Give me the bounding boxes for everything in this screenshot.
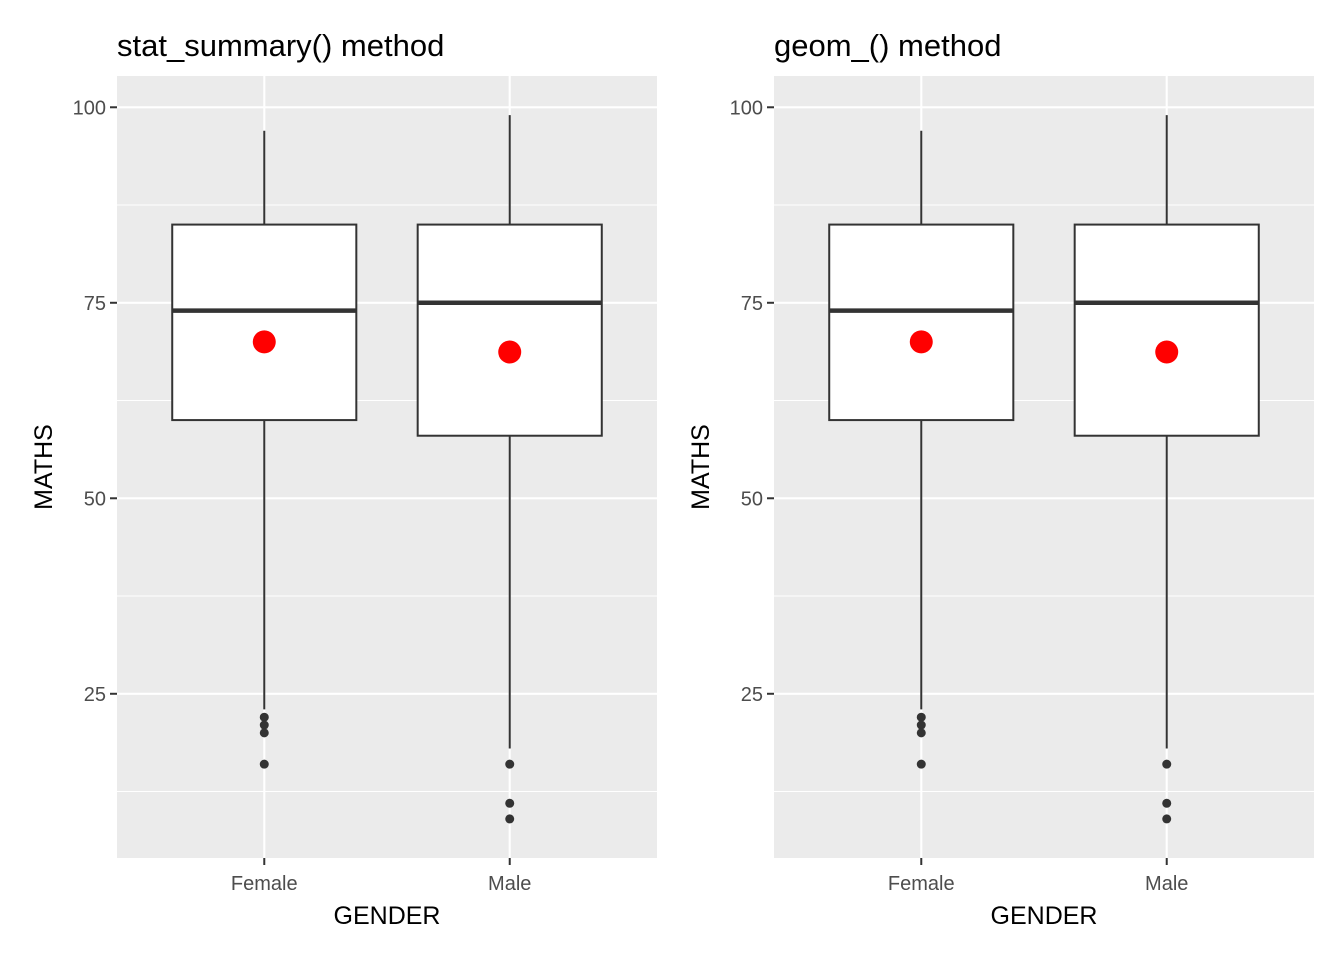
x-tick-label: Female xyxy=(231,873,298,895)
outlier-point xyxy=(259,759,269,769)
box-male xyxy=(1073,115,1260,824)
y-tick-label: 100 xyxy=(73,97,106,119)
y-tick-label: 50 xyxy=(84,488,106,510)
outlier-point xyxy=(259,728,269,738)
chart-title: stat_summary() method xyxy=(117,28,444,63)
box-female xyxy=(171,130,358,769)
mean-point xyxy=(1155,340,1179,364)
x-tick-label: Male xyxy=(488,873,531,895)
y-tick-label: 25 xyxy=(741,684,763,706)
y-tick-label: 25 xyxy=(84,684,106,706)
y-tick-label: 75 xyxy=(741,293,763,315)
mean-point xyxy=(252,330,276,354)
y-axis-title: MATHS xyxy=(30,424,58,510)
y-axis-title: MATHS xyxy=(687,424,715,510)
outlier-point xyxy=(916,759,926,769)
x-tick-label: Female xyxy=(888,873,955,895)
outlier-point xyxy=(1162,814,1172,824)
outlier-point xyxy=(505,814,515,824)
outlier-point xyxy=(505,759,515,769)
outlier-point xyxy=(1162,759,1172,769)
outlier-point xyxy=(505,798,515,808)
box-body xyxy=(171,223,358,422)
outlier-point xyxy=(259,712,269,722)
left-boxplot-panel: 25 50 75 100 Female Male GENDER MATHS stat_summa… xyxy=(30,28,657,930)
chart-title: geom_() method xyxy=(774,28,1001,63)
plot-panel-background xyxy=(117,76,657,858)
outlier-point xyxy=(259,720,269,730)
mean-point xyxy=(498,340,522,364)
outlier-point xyxy=(916,728,926,738)
y-tick-label: 50 xyxy=(741,488,763,510)
outlier-point xyxy=(1162,798,1172,808)
box-male xyxy=(416,115,603,824)
box-body xyxy=(1073,223,1260,437)
outlier-point xyxy=(916,720,926,730)
box-female xyxy=(828,130,1015,769)
box-body xyxy=(416,223,603,437)
plot-panel-background xyxy=(774,76,1314,858)
x-axis-title: GENDER xyxy=(991,902,1098,930)
x-tick-label: Male xyxy=(1145,873,1188,895)
y-tick-label: 100 xyxy=(730,97,763,119)
outlier-point xyxy=(916,712,926,722)
y-tick-label: 75 xyxy=(84,293,106,315)
right-boxplot-panel: 25 50 75 100 Female Male GENDER MATHS geom_() me… xyxy=(687,28,1314,930)
box-body xyxy=(828,223,1015,422)
x-axis-title: GENDER xyxy=(334,902,441,930)
mean-point xyxy=(909,330,933,354)
